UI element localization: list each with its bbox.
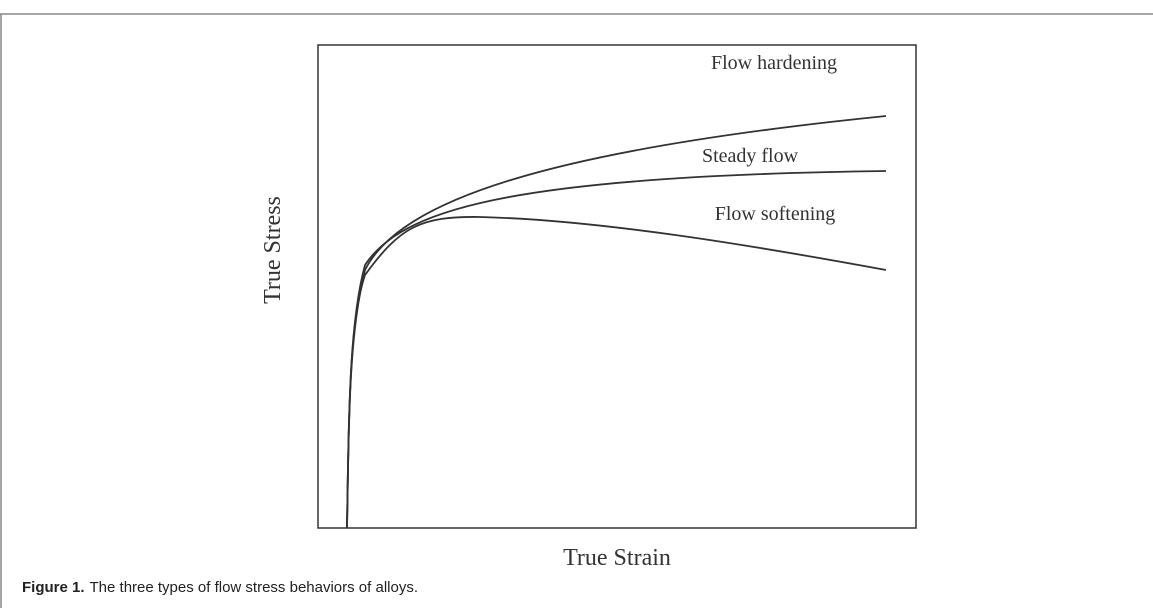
softening-curve: [346, 216, 887, 529]
curve-label: Flow hardening: [711, 52, 837, 74]
curve-label: Steady flow: [702, 145, 799, 167]
caption-text: The three types of flow stress behaviors…: [90, 579, 418, 596]
caption: Figure 1. The three types of flow stress …: [22, 579, 418, 596]
curve-label: Flow softening: [715, 203, 836, 225]
plot-frame: [317, 44, 917, 529]
caption-label: Figure 1.: [22, 579, 85, 596]
y-axis-label: True Stress: [260, 196, 286, 304]
x-axis-label: True Strain: [563, 545, 671, 571]
hardening-curve: [346, 115, 887, 529]
